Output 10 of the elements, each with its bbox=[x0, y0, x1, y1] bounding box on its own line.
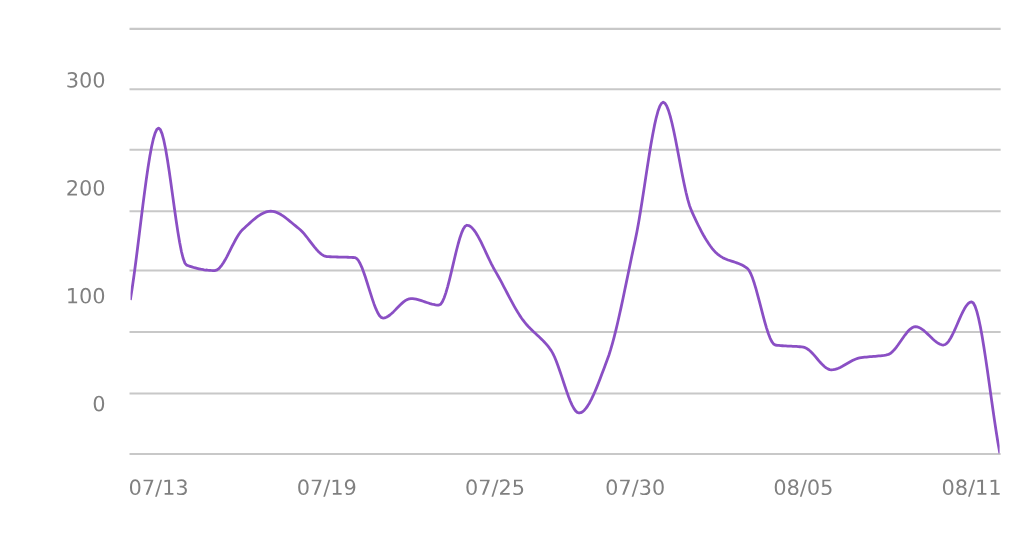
x-tick-label: 07/19 bbox=[298, 479, 356, 497]
x-tick-label: 07/25 bbox=[466, 479, 524, 497]
y-tick-label: 300 bbox=[67, 72, 105, 88]
x-tick-label: 08/11 bbox=[942, 479, 1000, 497]
x-tick-label: 08/05 bbox=[774, 479, 832, 497]
y-tick-label: 100 bbox=[68, 287, 105, 304]
y-tick-label: 0 bbox=[93, 395, 105, 412]
x-tick-label: 07/30 bbox=[606, 479, 664, 497]
x-tick-label: 07/13 bbox=[129, 479, 187, 497]
y-tick-label: 200 bbox=[67, 179, 105, 196]
